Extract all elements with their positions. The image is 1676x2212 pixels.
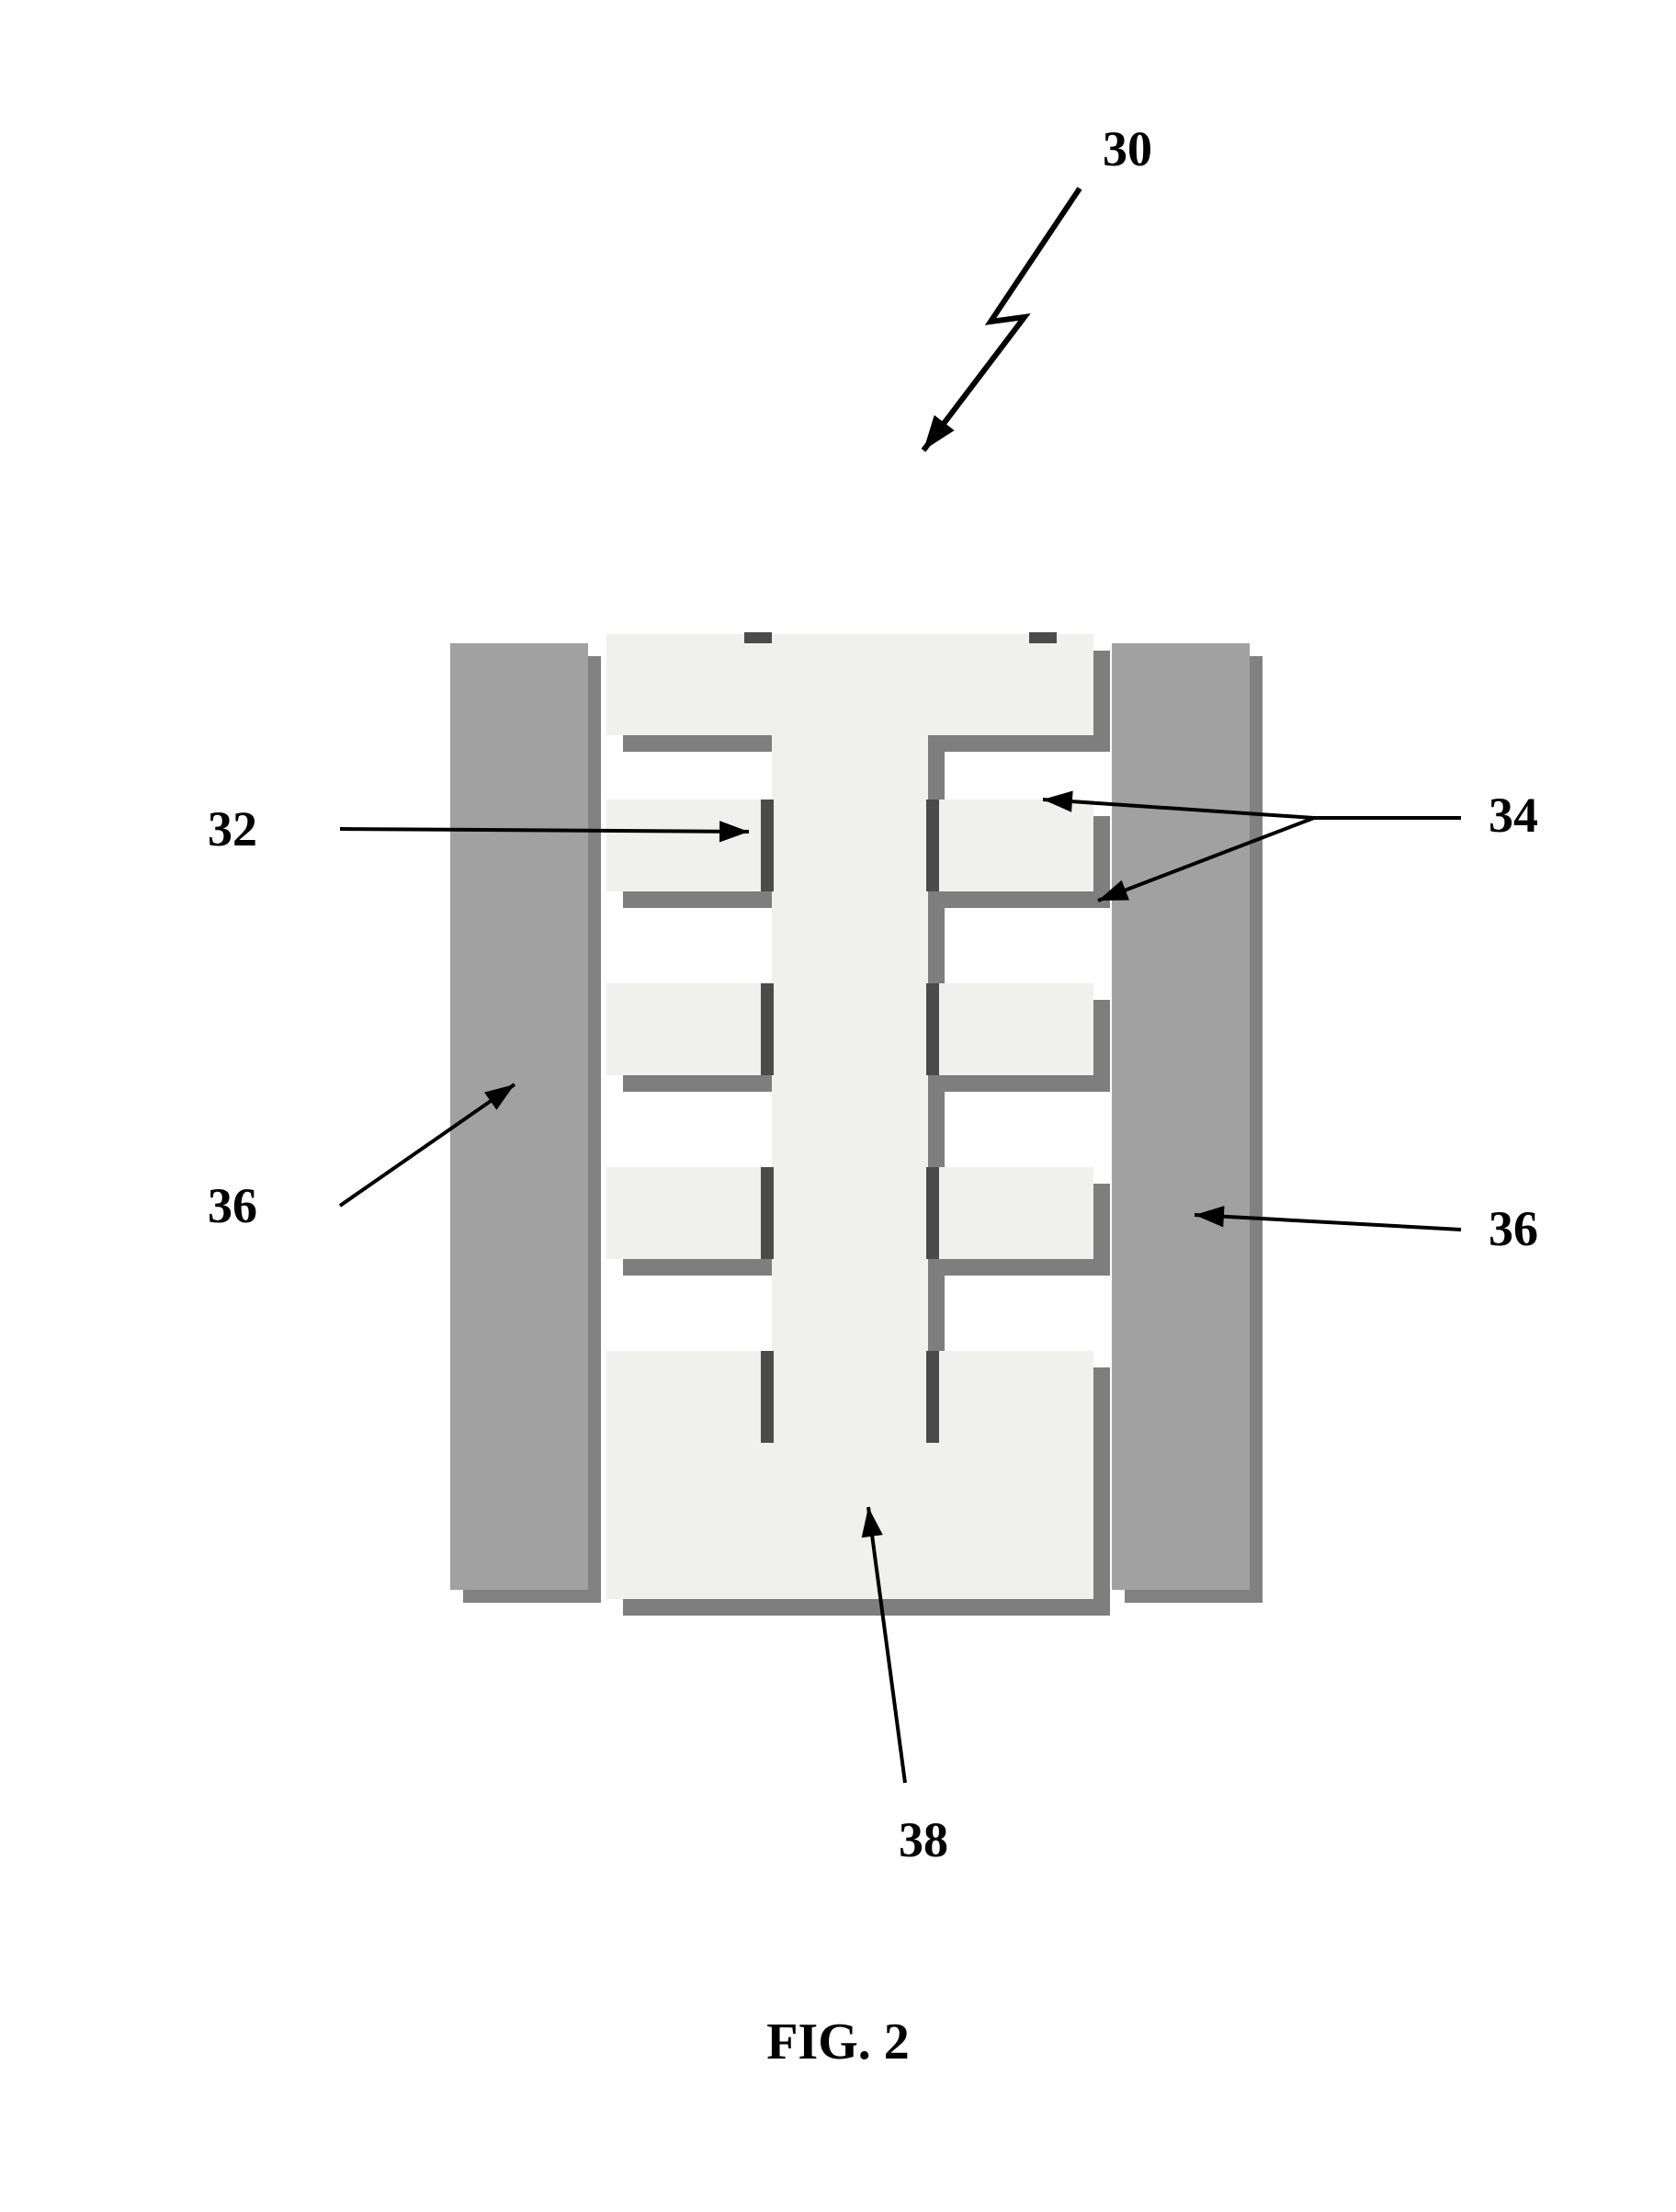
tooth-accent [926, 1167, 939, 1259]
side-bar-right [1112, 643, 1250, 1590]
top-notch [744, 632, 772, 643]
tooth-accent [926, 800, 939, 891]
ref-label: 36 [1489, 1201, 1538, 1256]
ref-label: 30 [1103, 121, 1152, 176]
figure-caption: FIG. 2 [766, 2013, 910, 2070]
tooth-accent [761, 1351, 774, 1443]
tooth-accent [761, 800, 774, 891]
tooth-accent [761, 983, 774, 1075]
tooth-accent [926, 1351, 939, 1443]
ref-label: 32 [208, 801, 257, 856]
tooth-accent [926, 983, 939, 1075]
tooth-accent [761, 1167, 774, 1259]
ref-label: 34 [1489, 788, 1538, 843]
ref-label: 38 [899, 1812, 948, 1867]
ref-label: 36 [208, 1178, 257, 1233]
top-notch [1029, 632, 1057, 643]
